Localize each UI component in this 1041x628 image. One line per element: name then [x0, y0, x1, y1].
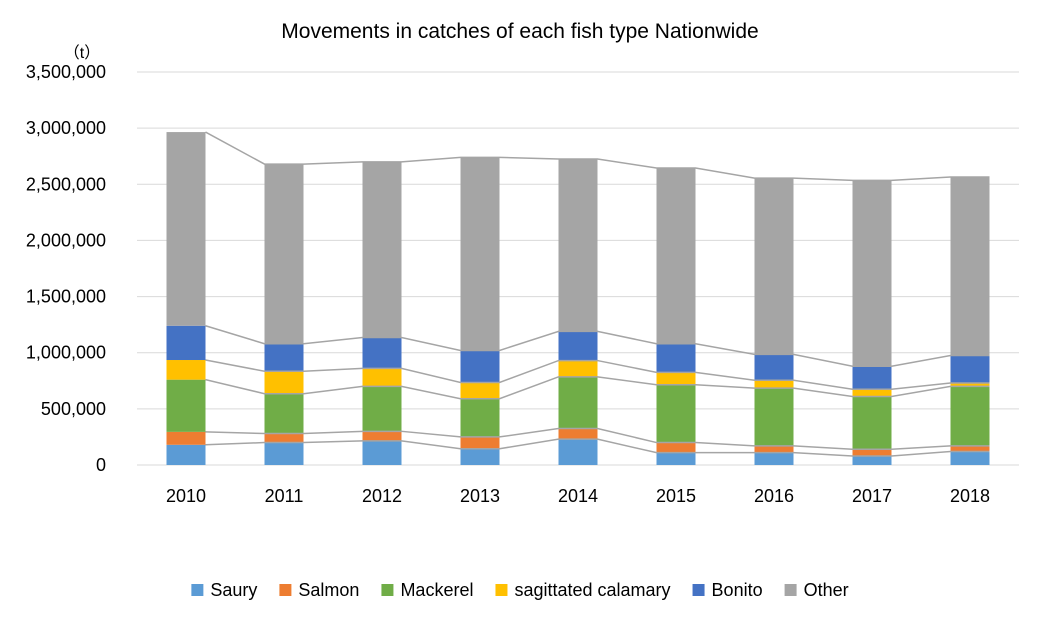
bar-segment: [754, 354, 794, 381]
bar-segment: [264, 433, 304, 443]
legend-swatch: [191, 584, 204, 596]
x-tick-label: 2016: [754, 486, 794, 506]
bar-segment: [460, 398, 500, 437]
bar-segment: [362, 337, 402, 369]
bar-segment: [362, 431, 402, 441]
x-tick-label: 2018: [950, 486, 990, 506]
legend-swatch: [495, 584, 508, 596]
bar-segment: [460, 436, 500, 449]
legend-label: Bonito: [712, 580, 763, 600]
bar-segment: [852, 449, 892, 457]
bar-segment: [558, 331, 598, 361]
bar-segment: [264, 393, 304, 434]
bar-segment: [558, 439, 598, 465]
bar-segment: [950, 451, 990, 465]
y-tick-label: 2,000,000: [26, 230, 106, 250]
x-tick-label: 2017: [852, 486, 892, 506]
bar-segment: [852, 456, 892, 465]
legend-label: Mackerel: [400, 580, 473, 600]
bar-segment: [166, 431, 206, 445]
y-tick-label: 1,000,000: [26, 343, 106, 363]
bar-segment: [754, 388, 794, 446]
bar-layer: [166, 132, 990, 465]
chart-title: Movements in catches of each fish type N…: [281, 20, 758, 43]
x-tick-label: 2010: [166, 486, 206, 506]
x-tick-label: 2013: [460, 486, 500, 506]
legend-label: sagittated calamary: [514, 580, 670, 600]
legend-swatch: [279, 584, 292, 596]
bar-segment: [558, 376, 598, 429]
bar-segment: [264, 442, 304, 465]
legend-label: Saury: [210, 580, 257, 600]
bar-segment: [852, 389, 892, 397]
x-tick-label: 2014: [558, 486, 598, 506]
bar-segment: [852, 366, 892, 390]
bar-segment: [950, 445, 990, 452]
bar-segment: [362, 161, 402, 338]
y-tick-label: 3,000,000: [26, 118, 106, 138]
bar-segment: [656, 168, 696, 344]
bar-segment: [264, 164, 304, 344]
bar-segment: [460, 157, 500, 351]
bar-segment: [264, 343, 304, 372]
x-tick-label: 2015: [656, 486, 696, 506]
bar-segment: [950, 355, 990, 384]
legend: Saury Salmon Mackerel sagittated calamary Bo…: [191, 580, 849, 600]
bar-segment: [558, 360, 598, 377]
bar-segment: [362, 386, 402, 432]
y-tick-label: 0: [96, 455, 106, 475]
bar-segment: [460, 448, 500, 465]
bar-segment: [754, 178, 794, 355]
legend-swatch: [692, 584, 705, 596]
x-tick-label: 2012: [362, 486, 402, 506]
bar-segment: [558, 428, 598, 440]
bar-segment: [656, 452, 696, 465]
y-tick-label: 500,000: [41, 399, 106, 419]
bar-segment: [166, 444, 206, 465]
series-line-layer: [205, 131, 990, 457]
x-axis-ticks: 2010 2011 2012 2013 2014 2015 2016 2017 2018: [166, 486, 990, 506]
y-tick-label: 3,500,000: [26, 62, 106, 82]
series-line: [205, 359, 990, 390]
series-line: [205, 325, 990, 367]
legend-swatch: [381, 584, 394, 596]
x-tick-label: 2011: [265, 486, 304, 506]
legend-label: Other: [804, 580, 849, 600]
bar-segment: [656, 343, 696, 373]
bar-segment: [656, 384, 696, 443]
bar-segment: [950, 176, 990, 356]
bar-segment: [852, 396, 892, 450]
bar-segment: [754, 445, 794, 453]
bar-segment: [852, 180, 892, 367]
bar-segment: [460, 382, 500, 399]
bar-segment: [656, 372, 696, 385]
series-line: [205, 131, 990, 182]
bar-segment: [166, 379, 206, 432]
bar-segment: [656, 442, 696, 453]
bar-segment: [558, 159, 598, 332]
series-line: [205, 427, 990, 451]
bar-segment: [950, 383, 990, 387]
bar-segment: [950, 386, 990, 446]
bar-segment: [460, 350, 500, 383]
legend-label: Salmon: [298, 580, 359, 600]
bar-segment: [754, 452, 794, 465]
bar-segment: [166, 325, 206, 361]
bar-segment: [166, 132, 206, 326]
bar-segment: [264, 371, 304, 394]
bar-segment: [754, 380, 794, 389]
y-tick-label: 2,500,000: [26, 174, 106, 194]
y-axis-ticks: 0 500,000 1,000,000 1,500,000 2,000,000 2,500…: [26, 62, 106, 475]
series-line: [205, 438, 990, 457]
bar-segment: [362, 440, 402, 465]
bar-segment: [362, 368, 402, 387]
bar-segment: [166, 360, 206, 380]
legend-swatch: [784, 584, 797, 596]
y-axis-unit-label: （t）: [64, 44, 100, 62]
series-line: [205, 376, 990, 400]
y-tick-label: 1,500,000: [26, 287, 106, 307]
